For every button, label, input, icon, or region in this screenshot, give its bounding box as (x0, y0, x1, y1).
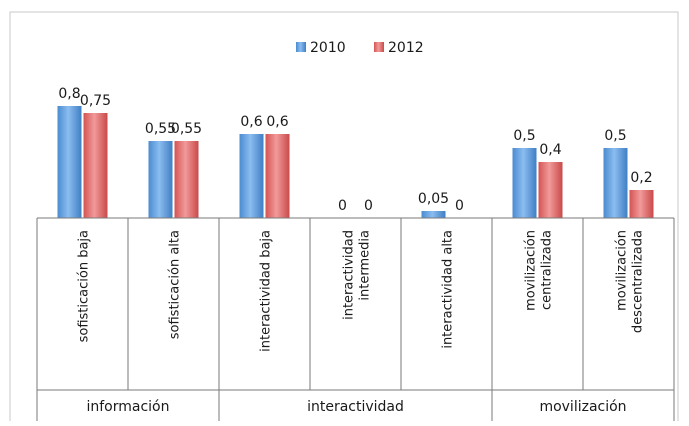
bar-2010-1 (148, 141, 173, 218)
group-label-0: información (86, 399, 169, 415)
value-label-2010-5: 0,5 (513, 128, 535, 144)
legend-label-2010: 2010 (310, 40, 346, 56)
bars-layer (57, 106, 654, 218)
bar-2010-4 (421, 211, 446, 218)
bar-2012-1 (174, 141, 199, 218)
value-label-2012-1: 0,55 (171, 121, 202, 137)
value-label-2010-3: 0 (338, 198, 347, 214)
category-label-3: interactividad (342, 230, 357, 320)
value-label-2012-6: 0,2 (630, 170, 652, 186)
bar-2010-5 (512, 148, 537, 218)
category-label-3: intermedia (358, 230, 373, 301)
bar-2010-2 (239, 134, 264, 218)
category-label-5: movilización (524, 230, 539, 311)
value-label-2012-4: 0 (455, 198, 464, 214)
value-label-2010-2: 0,6 (240, 114, 262, 130)
legend: 2010 2012 (296, 40, 424, 56)
category-label-6: descentralizada (631, 230, 646, 333)
category-label-6: movilización (615, 230, 630, 311)
bar-2012-5 (538, 162, 563, 218)
legend-swatch-2010 (296, 42, 306, 52)
bar-2012-0 (83, 113, 108, 218)
value-label-2010-4: 0,05 (418, 191, 449, 207)
group-label-2: movilización (539, 399, 626, 415)
bar-2010-6 (603, 148, 628, 218)
axis-layer (36, 217, 675, 421)
category-label-1: sofisticación alta (168, 230, 183, 339)
category-label-0: sofisticación baja (77, 230, 92, 342)
value-label-2010-1: 0,55 (145, 121, 176, 137)
value-label-2012-2: 0,6 (266, 114, 288, 130)
category-label-4: interactividad alta (441, 230, 456, 349)
group-label-1: interactividad (307, 399, 404, 415)
category-label-5: centralizada (540, 230, 555, 310)
value-label-2012-3: 0 (364, 198, 373, 214)
chart-border (9, 11, 679, 426)
bar-2010-0 (57, 106, 82, 218)
value-label-2010-0: 0,8 (58, 86, 80, 102)
bar-2012-6 (629, 190, 654, 218)
value-label-2010-6: 0,5 (604, 128, 626, 144)
legend-swatch-2012 (374, 42, 384, 52)
value-label-2012-5: 0,4 (539, 142, 561, 158)
labels-layer: 0,8 0,750,550,55 0,6 0,60 0 0,05 00,50,40,50,2… (58, 86, 652, 415)
value-label-2012-0: 0,75 (80, 93, 111, 109)
legend-label-2012: 2012 (388, 40, 424, 56)
category-label-2: interactividad baja (259, 230, 274, 352)
bar-2012-2 (265, 134, 290, 218)
